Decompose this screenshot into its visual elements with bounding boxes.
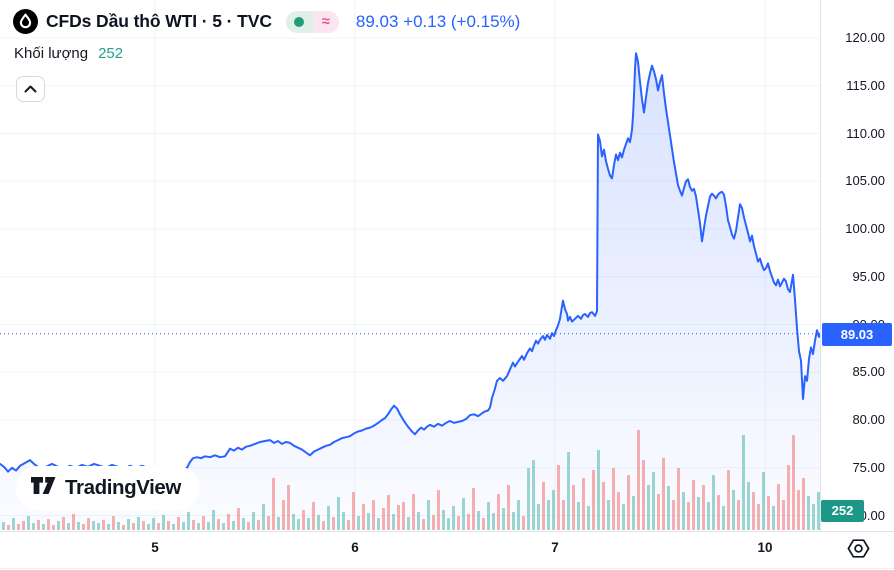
- price-tick-label: 120.00: [845, 30, 885, 45]
- market-open-dot-icon: [294, 16, 305, 27]
- hexagon-eye-button[interactable]: [843, 537, 873, 563]
- hexagon-eye-icon: [847, 539, 870, 561]
- approx-data-icon: ≈: [312, 10, 339, 33]
- price-tick-label: 95.00: [852, 269, 885, 284]
- price-tick-label: 80.00: [852, 412, 885, 427]
- tradingview-glyph-icon: [30, 476, 57, 500]
- price-row: 89.03 +0.13 (+0.15%): [356, 12, 520, 32]
- price-tick-label: 75.00: [852, 460, 885, 475]
- price-chart-canvas[interactable]: [0, 0, 820, 531]
- time-tick-label: 5: [151, 540, 159, 555]
- price-tick-label: 105.00: [845, 173, 885, 188]
- volume-row: Khối lượng 252: [14, 45, 123, 62]
- tradingview-logo-text: TradingView: [65, 476, 181, 499]
- price-tick-label: 85.00: [852, 364, 885, 379]
- price-line: [0, 52, 820, 473]
- market-open-segment: [285, 10, 313, 33]
- price-tick-label: 100.00: [845, 221, 885, 236]
- volume-label: Khối lượng: [14, 45, 89, 62]
- market-status-pill[interactable]: ≈: [285, 10, 339, 33]
- time-tick-label: 7: [551, 540, 559, 555]
- price-tick-label: 110.00: [846, 126, 885, 141]
- time-axis[interactable]: 5 6 7 10: [0, 531, 894, 570]
- price-tick-label: 115.00: [846, 78, 885, 93]
- last-price-badge: 89.03: [822, 323, 892, 346]
- time-tick-label: 10: [757, 540, 773, 555]
- collapse-legend-button[interactable]: [16, 76, 45, 102]
- volume-value: 252: [98, 45, 124, 62]
- symbol-title[interactable]: CFDs Dầu thô WTI · 5 · TVC: [46, 11, 272, 31]
- last-price: 89.03: [355, 11, 399, 31]
- chevron-up-icon: [24, 80, 37, 98]
- area-fill: [0, 53, 820, 531]
- volume-badge: 252: [821, 500, 864, 522]
- tradingview-logo-link[interactable]: TradingView: [16, 466, 199, 510]
- price-axis[interactable]: 120.00115.00110.00105.00100.0095.0090.00…: [820, 0, 894, 531]
- oil-drop-icon: [13, 9, 38, 34]
- volume-bars: [2, 430, 820, 530]
- time-tick-label: 6: [351, 540, 359, 555]
- price-change: +0.13 (+0.15%): [403, 11, 521, 31]
